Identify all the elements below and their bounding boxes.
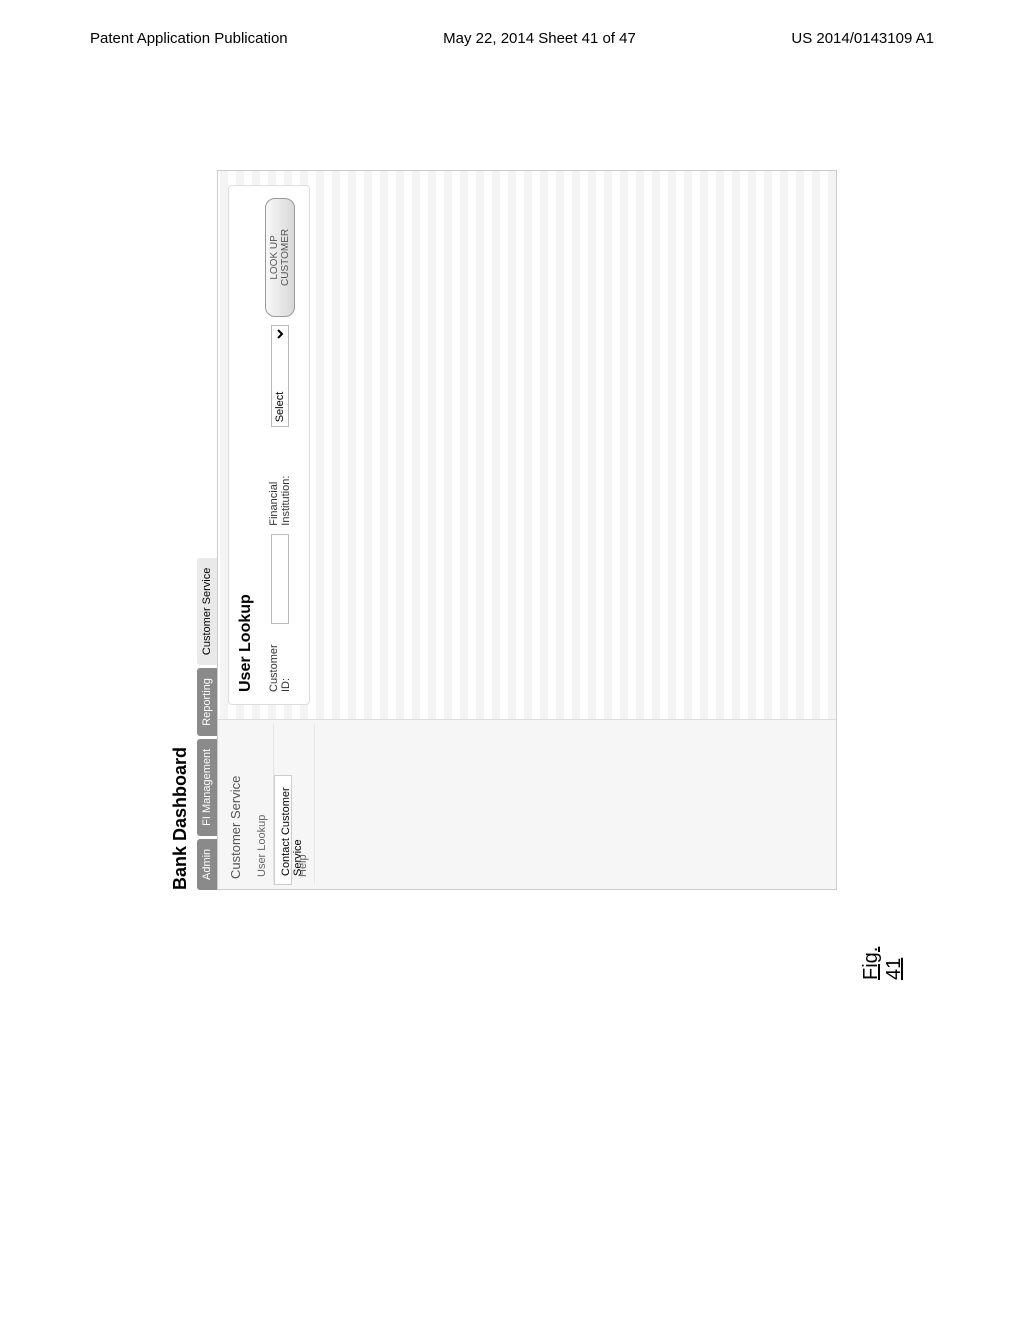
- lookup-customer-button[interactable]: LOOK UP CUSTOMER: [265, 198, 295, 317]
- patent-header: Patent Application Publication May 22, 2…: [0, 0, 1024, 57]
- user-lookup-panel: User Lookup Customer ID: Financial Insti…: [228, 185, 310, 705]
- tab-bar: Admin FI Management Reporting Customer S…: [197, 170, 217, 890]
- sidebar: Customer Service User Lookup Contact Cus…: [218, 719, 836, 889]
- header-left: Patent Application Publication: [90, 30, 288, 47]
- figure-label: Fig. 41: [860, 947, 906, 980]
- tab-admin[interactable]: Admin: [197, 839, 217, 890]
- main-panel-area: User Lookup Customer ID: Financial Insti…: [218, 171, 836, 719]
- figure-wrap: Bank Dashboard Admin FI Management Repor…: [170, 200, 860, 920]
- content-area: Customer Service User Lookup Contact Cus…: [217, 170, 837, 890]
- lookup-form-row: Customer ID: Financial Institution: Sele…: [265, 198, 295, 692]
- header-right: US 2014/0143109 A1: [791, 30, 934, 47]
- sidebar-item-contact-cs[interactable]: Contact Customer Service: [274, 775, 292, 885]
- dashboard-title: Bank Dashboard: [170, 170, 191, 890]
- fi-select[interactable]: Select: [271, 325, 289, 427]
- customer-id-label: Customer ID:: [268, 632, 292, 692]
- header-center: May 22, 2014 Sheet 41 of 47: [443, 30, 636, 47]
- screenshot-rotated: Bank Dashboard Admin FI Management Repor…: [170, 170, 860, 890]
- tab-reporting[interactable]: Reporting: [197, 668, 217, 736]
- panel-title: User Lookup: [237, 198, 255, 692]
- fi-label: Financial Institution:: [268, 435, 292, 525]
- tab-customer-service[interactable]: Customer Service: [197, 558, 217, 665]
- sidebar-item-user-lookup[interactable]: User Lookup: [251, 724, 274, 885]
- sidebar-title: Customer Service: [224, 724, 247, 885]
- tab-fi-management[interactable]: FI Management: [197, 739, 217, 836]
- customer-id-input[interactable]: [271, 534, 289, 624]
